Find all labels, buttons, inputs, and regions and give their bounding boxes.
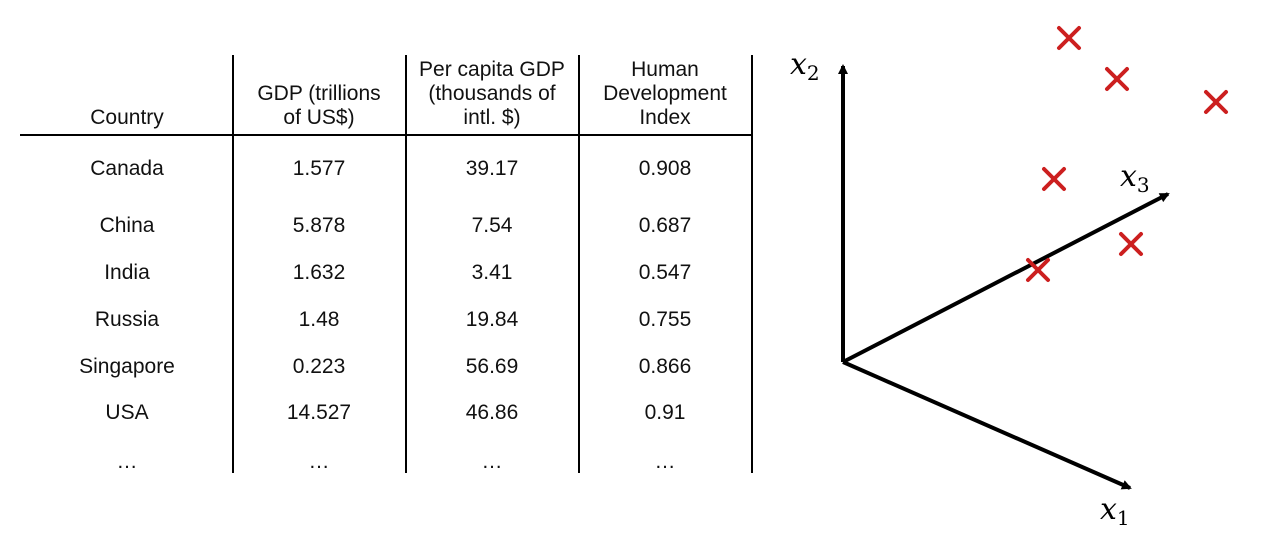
per-capita-gdp-cell: 3.41 — [471, 261, 513, 284]
header-gdp-line: of US$) — [283, 106, 355, 129]
hdi-cell: 0.687 — [638, 214, 692, 237]
gdp-cell: 1.632 — [292, 261, 346, 284]
hdi-cell: … — [654, 450, 676, 473]
header-country-line: Country — [90, 106, 164, 129]
column-divider — [232, 55, 234, 473]
country-cell: Canada — [90, 157, 164, 180]
x1-axis — [842, 360, 1132, 490]
country-cell: China — [99, 214, 155, 237]
gdp-cell: 14.527 — [286, 401, 352, 424]
data-point-marker — [1119, 232, 1143, 256]
per-capita-gdp-cell: … — [481, 450, 503, 473]
column-divider — [578, 55, 580, 473]
country-cell: Singapore — [79, 355, 175, 378]
x3-axis-label: x3 — [1120, 159, 1150, 197]
data-point-marker — [1026, 258, 1050, 282]
header-country: Country — [40, 106, 215, 130]
header-hdi-line: Development — [603, 82, 727, 105]
header-hdi-line: Index — [639, 106, 691, 129]
header-hdi: Human Development Index — [578, 58, 753, 130]
gdp-cell: 5.878 — [292, 214, 346, 237]
hdi-cell: 0.908 — [638, 157, 692, 180]
feature-space-plot: x2 x3 x1 — [770, 0, 1283, 539]
per-capita-gdp-cell: 39.17 — [465, 157, 519, 180]
data-point-marker — [1042, 167, 1066, 191]
gdp-cell: 1.577 — [292, 157, 346, 180]
gdp-cell: … — [308, 450, 330, 473]
country-cell: Russia — [94, 308, 160, 331]
header-divider — [20, 134, 753, 136]
data-point-markers — [1026, 26, 1228, 282]
header-per-capita-gdp-line: intl. $) — [463, 106, 521, 129]
x3-axis — [842, 192, 1170, 364]
header-gdp: GDP (trillions of US$) — [232, 82, 407, 130]
hdi-cell: 0.755 — [638, 308, 692, 331]
header-per-capita-gdp: Per capita GDP (thousands of intl. $) — [405, 58, 580, 130]
header-per-capita-gdp-line: (thousands of — [428, 82, 556, 105]
per-capita-gdp-cell: 46.86 — [465, 401, 519, 424]
header-hdi-line: Human — [631, 58, 699, 81]
per-capita-gdp-cell: 19.84 — [465, 308, 519, 331]
header-per-capita-gdp-line: Per capita GDP — [419, 58, 565, 81]
gdp-cell: 1.48 — [298, 308, 340, 331]
gdp-cell: 0.223 — [292, 355, 346, 378]
country-cell: … — [116, 450, 138, 473]
column-divider — [405, 55, 407, 473]
country-cell: India — [104, 261, 150, 284]
x2-axis-label: x2 — [790, 47, 820, 85]
hdi-cell: 0.547 — [638, 261, 692, 284]
x1-axis-label: x1 — [1100, 492, 1130, 530]
country-data-table: Country GDP (trillions of US$) Per capita G… — [20, 55, 753, 473]
hdi-cell: 0.91 — [644, 401, 686, 424]
per-capita-gdp-cell: 7.54 — [471, 214, 513, 237]
per-capita-gdp-cell: 56.69 — [465, 355, 519, 378]
hdi-cell: 0.866 — [638, 355, 692, 378]
header-gdp-line: GDP (trillions — [257, 82, 381, 105]
column-divider — [751, 55, 753, 473]
3d-axes-diagram: x2 x3 x1 — [790, 26, 1228, 530]
data-point-marker — [1204, 90, 1228, 114]
data-point-marker — [1105, 67, 1129, 91]
country-cell: USA — [105, 401, 149, 424]
data-point-marker — [1057, 26, 1081, 50]
